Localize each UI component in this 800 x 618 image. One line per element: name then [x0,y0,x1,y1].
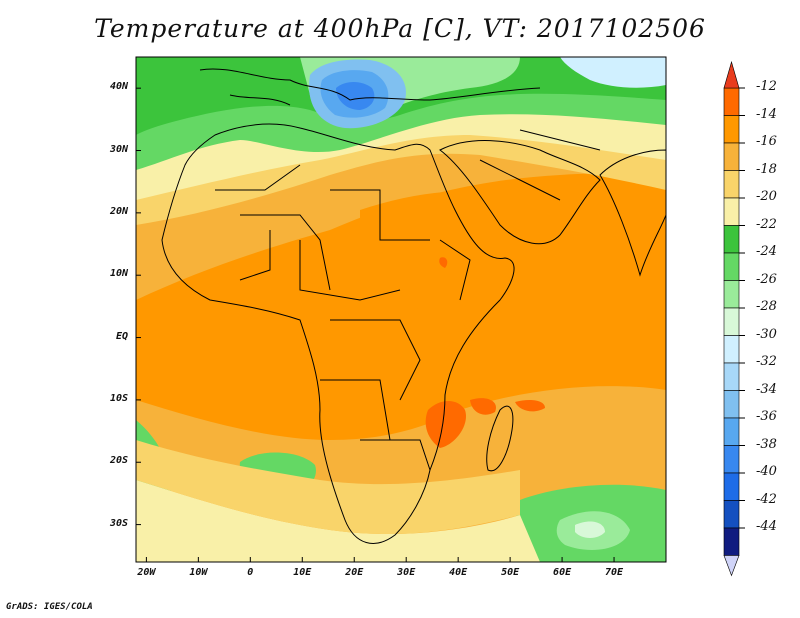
axis-ticks [136,87,615,562]
colorbar-swatch [723,362,740,391]
latitude-label: 40N [109,81,128,93]
colorbar-swatch [723,115,740,144]
latitude-label: EQ [115,330,128,342]
colorbar-swatch [723,390,740,419]
colorbar-label: -26 [756,271,777,287]
colorbar-swatch [723,225,740,254]
longitude-label: 10E [293,567,312,578]
latitude-label: 10N [109,268,128,280]
latitude-label: 30N [109,143,128,155]
temperature-field [136,57,666,562]
colorbar-label: -32 [756,354,777,369]
latitude-label: 20N [109,205,128,217]
colorbar-swatch [723,170,740,199]
colorbar-label: -16 [756,134,777,149]
colorbar-swatch [723,252,740,281]
colorbar-label: -42 [756,491,777,507]
longitude-label: 40E [449,567,468,578]
colorbar-label: -34 [756,381,777,397]
colorbar-label: -24 [756,244,777,259]
longitude-label: 70E [605,567,624,578]
colorbar-label: -18 [756,161,777,177]
credit-text: GrADS: IGES/COLA [6,602,93,612]
colorbar-swatch [723,527,740,556]
longitude-label: 30E [397,567,416,578]
longitude-label: 10W [189,567,208,578]
plot-frame [135,56,667,563]
colorbar-swatch [723,335,740,364]
colorbar-label: -40 [756,464,777,479]
colorbar-label: -12 [756,79,777,94]
colorbar-bottom-arrow [723,555,740,577]
colorbar-label: -44 [756,519,777,534]
colorbar-label: -30 [756,326,777,342]
colorbar-swatch [723,197,740,226]
colorbar-label: -14 [756,106,777,122]
colorbar [723,60,745,577]
colorbar-swatch [723,142,740,171]
colorbar-swatch [723,500,740,529]
colorbar-swatch [723,472,740,501]
colorbar-swatch [723,445,740,474]
latitude-label: 30S [109,517,128,529]
coastlines [161,68,666,544]
colorbar-swatch [723,280,740,309]
longitude-label: 20W [137,567,156,578]
latitude-label: 10S [109,392,128,404]
colorbar-label: -20 [756,189,777,204]
colorbar-label: -38 [756,436,777,452]
longitude-label: 60E [553,567,572,578]
longitude-label: 20E [345,567,364,578]
colorbar-label: -22 [756,216,777,232]
latitude-label: 20S [109,455,128,467]
colorbar-swatch [723,417,740,446]
map-title: Temperature at 400hPa [C], VT: 201710250… [94,14,706,43]
colorbar-swatch [723,87,740,116]
colorbar-label: -36 [756,409,777,424]
colorbar-top-arrow [723,60,740,89]
longitude-label: 50E [501,567,520,578]
colorbar-swatch [723,307,740,336]
longitude-label: 0 [247,567,254,578]
colorbar-label: -28 [756,299,777,314]
